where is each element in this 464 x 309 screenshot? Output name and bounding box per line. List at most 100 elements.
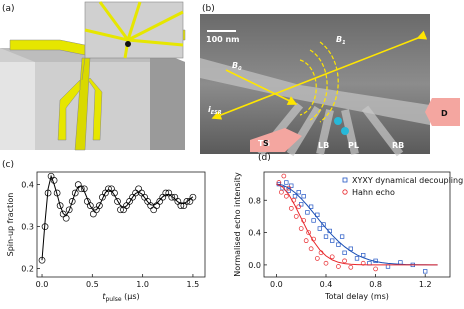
data-point: [308, 246, 314, 252]
data-point: [298, 226, 304, 231]
legend-marker: [342, 189, 348, 195]
y-tick-label: 0.2: [21, 265, 34, 274]
subscript: pulse: [105, 296, 121, 303]
data-point: [292, 194, 298, 199]
data-point: [354, 256, 360, 261]
data-point: [301, 194, 306, 199]
data-point: [373, 266, 378, 272]
x-tick-label: 0.0: [270, 280, 283, 289]
sem-image: [200, 14, 460, 157]
x-tick-label: 1.0: [136, 280, 149, 289]
data-point: [71, 189, 79, 197]
data-point: [299, 202, 304, 207]
field-label: B1: [336, 35, 346, 46]
panel-label: (a): [2, 4, 15, 14]
data-point: [342, 250, 347, 255]
panel-label: (c): [2, 160, 14, 170]
x-axis-label: tpulse (μs): [102, 292, 139, 303]
y-tick-label: 0.4: [21, 181, 34, 190]
unit: (μs): [124, 292, 140, 301]
data-point: [286, 188, 291, 193]
data-point: [279, 189, 284, 195]
data-point: [321, 222, 326, 227]
data-point: [361, 253, 366, 258]
data-point: [189, 193, 197, 201]
data-point: [423, 269, 428, 274]
x-axis-label: Total delay (ms): [324, 292, 389, 301]
gate-label: RB: [392, 141, 404, 150]
data-point: [311, 218, 316, 223]
data-point: [156, 198, 164, 205]
legend-marker: [342, 177, 348, 183]
data-point: [314, 256, 320, 261]
data-point: [348, 246, 353, 251]
data-point: [68, 198, 76, 205]
data-point: [303, 238, 309, 244]
data-point: [162, 189, 170, 197]
data-point: [105, 185, 112, 193]
data-point: [339, 234, 345, 239]
gate-label: TG: [258, 139, 270, 148]
data-point: [150, 206, 158, 214]
y-tick-label: 0.0: [248, 261, 261, 270]
data-point: [281, 173, 287, 179]
field-label: B0: [232, 61, 242, 72]
x-tick-label: 0.5: [86, 280, 99, 289]
device-render: [0, 1, 186, 151]
data-point: [56, 202, 64, 209]
data-point: [336, 242, 341, 247]
y-tick-label: 0.4: [248, 229, 261, 238]
data-point: [296, 190, 301, 195]
contact-label: D: [441, 109, 448, 118]
subscript: 1: [342, 40, 345, 46]
data-point: [293, 214, 299, 219]
plot-frame: [263, 171, 451, 278]
data-point: [117, 206, 124, 214]
data-point: [65, 206, 73, 214]
gate-label: PL: [348, 141, 359, 150]
data-point: [305, 210, 310, 215]
x-tick-label: 0.0: [36, 280, 49, 289]
subscript: 0: [238, 66, 242, 72]
symbol: B: [232, 61, 238, 70]
plot-frame: [36, 171, 206, 278]
scale-bar-label: 100 nm: [206, 35, 240, 44]
data-point: [89, 210, 97, 218]
y-tick-label: 0.3: [21, 223, 34, 232]
data-point: [323, 234, 329, 239]
data-point: [329, 254, 335, 260]
data-point: [177, 202, 185, 209]
data-point: [284, 180, 289, 185]
data-point: [96, 202, 103, 209]
data-point: [289, 183, 294, 188]
data-point: [288, 205, 294, 211]
data-point: [168, 193, 176, 201]
contact-label: S: [263, 139, 269, 148]
subscript: ESR: [211, 110, 222, 116]
symbol: i: [208, 105, 211, 114]
data-point: [330, 238, 335, 243]
panel-label: (b): [202, 4, 215, 14]
gate-label: LB: [318, 141, 329, 150]
legend-label: XYXY dynamical decoupling: [352, 176, 463, 185]
data-point: [283, 193, 289, 199]
panel-label: (d): [258, 153, 271, 163]
data-point: [336, 264, 341, 269]
y-axis-label: Normalised echo intensity: [233, 172, 242, 277]
data-point: [135, 185, 142, 193]
y-tick-label: 0.8: [248, 196, 261, 205]
data-point: [308, 204, 314, 209]
x-tick-label: 0.4: [320, 280, 333, 289]
fit-line: [276, 183, 438, 266]
x-tick-label: 1.2: [419, 280, 432, 289]
fit-line: [41, 174, 194, 261]
data-point: [317, 226, 322, 231]
x-tick-label: 1.5: [187, 280, 200, 289]
symbol: t: [102, 292, 106, 301]
legend-label: Hahn echo: [352, 188, 395, 197]
data-point: [348, 264, 354, 270]
data-point: [296, 204, 302, 210]
symbol: B: [336, 35, 342, 44]
data-point: [183, 198, 191, 205]
